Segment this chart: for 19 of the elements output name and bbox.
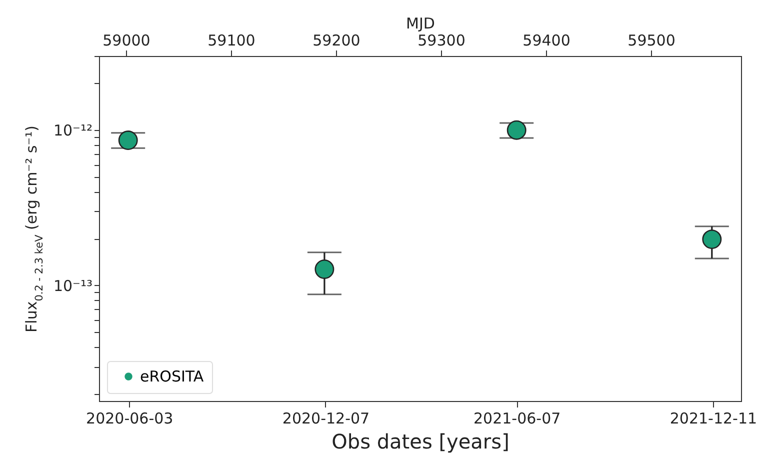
x-tick-label: 2020-06-03 bbox=[86, 410, 174, 428]
x-tick-label: 2021-12-11 bbox=[670, 410, 758, 428]
x2-tick-label: 59200 bbox=[312, 32, 360, 50]
legend-label: eROSITA bbox=[140, 368, 204, 386]
x-tick-label: 2021-06-07 bbox=[474, 410, 561, 428]
x-tick-label: 2020-12-07 bbox=[282, 410, 370, 428]
y-tick-label: 10⁻¹² bbox=[53, 122, 92, 140]
x2-tick-label: 59500 bbox=[628, 32, 676, 50]
x-axis-title: Obs dates [years] bbox=[332, 430, 510, 454]
x2-axis-title: MJD bbox=[406, 14, 435, 32]
point bbox=[314, 260, 334, 279]
y-tick-label: 10⁻¹³ bbox=[53, 276, 92, 295]
point bbox=[702, 230, 722, 250]
point bbox=[506, 120, 526, 140]
x2-tick-label: 59400 bbox=[522, 32, 570, 50]
x2-tick-label: 59100 bbox=[208, 32, 256, 50]
x2-tick-label: 59300 bbox=[418, 32, 466, 50]
point bbox=[118, 130, 138, 150]
x2-tick-label: 59000 bbox=[102, 32, 150, 50]
